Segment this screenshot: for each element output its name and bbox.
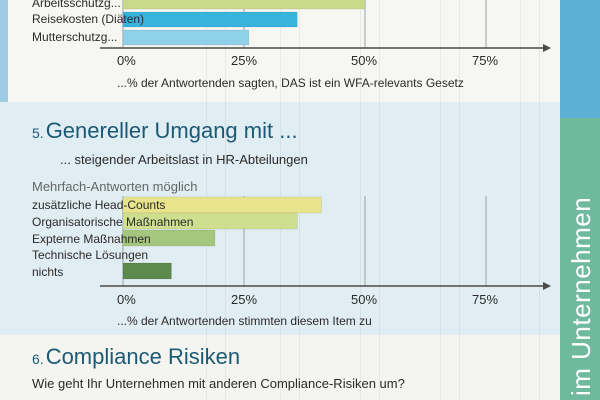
chart1-tick-label: 25% (231, 53, 258, 68)
side-banner-top (560, 0, 600, 118)
chart2-bar (122, 212, 298, 230)
chart2-bar (122, 229, 216, 247)
chart2-tick-label: 75% (472, 292, 499, 307)
section5-title-text: Genereller Umgang mit ... (45, 118, 298, 143)
watermark-column (520, 0, 540, 400)
chart2-bar (122, 262, 172, 280)
chart1-bar (122, 11, 298, 28)
chart2-category-label: Technische Lösungen (32, 248, 149, 262)
side-banner-text: im Unternehmen (566, 196, 596, 396)
chart2-tick-label: 0% (117, 292, 136, 307)
section6-title-text: Compliance Risiken (45, 344, 241, 369)
chart1-bar (122, 0, 366, 10)
section6-panel (0, 335, 560, 400)
section6-title: 6.Compliance Risiken (32, 344, 240, 370)
section6-subtitle: Wie geht Ihr Unternehmen mit anderen Com… (32, 376, 405, 391)
multi-answer-note: Mehrfach-Antworten möglich (32, 179, 198, 194)
chart1-axis-arrow (543, 44, 551, 52)
chart2-tick-label: 25% (231, 292, 258, 307)
chart1-category-label: Mutterschutzg... (32, 30, 118, 44)
chart2-note: ...% der Antwortenden stimmten diesem It… (117, 314, 372, 328)
chart1-category-label: Arbeitsschutzg... (32, 0, 121, 10)
chart1-tick-label: 0% (117, 53, 136, 68)
chart2-category-label: Expterne Maßnahmen (32, 232, 151, 246)
section6-number: 6. (32, 351, 44, 367)
watermark-column (440, 0, 460, 400)
section5-title: 5.Genereller Umgang mit ... (32, 118, 298, 144)
chart1-bar (122, 29, 250, 46)
chart1-note: ...% der Antwortenden sagten, DAS ist ei… (117, 76, 464, 90)
chart2-category-label: Organisatorische Maßnahmen (32, 215, 194, 229)
chart1-tick-label: 75% (472, 53, 499, 68)
chart1-tick-label: 50% (351, 53, 378, 68)
chart2-tick-label: 50% (351, 292, 378, 307)
chart2-category-label: zusätzliche Head-Counts (32, 198, 166, 212)
chart1-category-label: Reisekosten (Diäten) (32, 12, 145, 26)
section5-number: 5. (32, 125, 44, 141)
watermark-column (360, 0, 380, 400)
chart2-axis-arrow (543, 282, 551, 290)
left-stripe (0, 0, 8, 102)
section5-subtitle: ... steigender Arbeitslast in HR-Abteilu… (60, 152, 308, 167)
chart2-category-label: nichts (32, 265, 64, 279)
